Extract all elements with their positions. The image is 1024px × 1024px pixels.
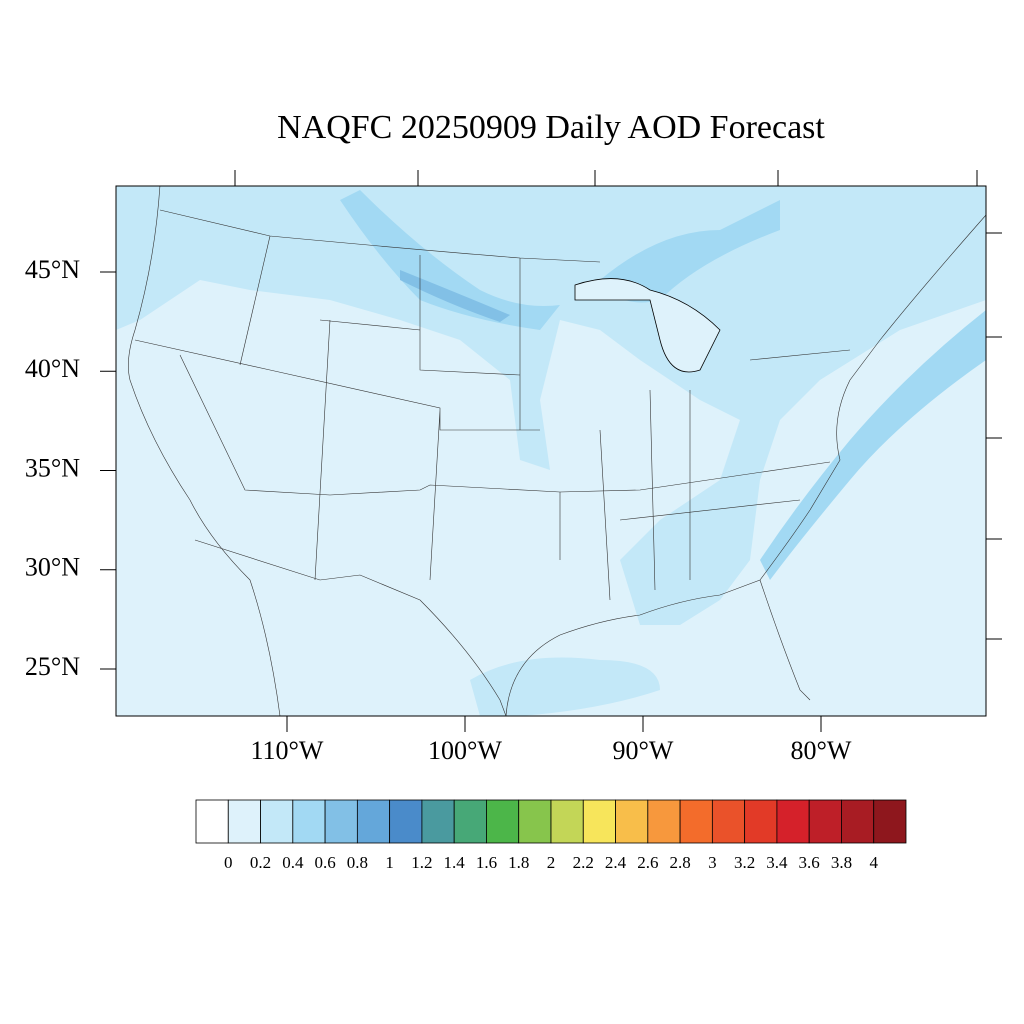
- colorbar-box: [808, 799, 842, 844]
- contour-band: [400, 270, 510, 322]
- colorbar-box: [711, 799, 746, 844]
- state-boundary: [134, 209, 851, 601]
- colorbar-label: 0.4: [282, 853, 304, 872]
- colorbar-label: 1.2: [411, 853, 432, 872]
- colorbar-box: [744, 799, 778, 844]
- colorbar: 0 0.2 0.4 0.6 0.8 1 1.2 1.4 1.6 1.8 2 2.2 2.4 2.6 2.8 3…: [195, 799, 907, 872]
- frame-ticks: [234, 170, 1002, 640]
- colorbar-box: [324, 799, 358, 844]
- colorbar-label: 4: [869, 853, 878, 872]
- colorbar-box: [550, 799, 584, 844]
- colorbar-label: 2.8: [669, 853, 690, 872]
- colorbar-label: 0.6: [314, 853, 335, 872]
- colorbar-label: 1.4: [444, 853, 466, 872]
- colorbar-label: 3.4: [766, 853, 788, 872]
- axes: 45°N 40°N 35°N 30°N 25°N 110°W 100°W 90°W 80°W: [25, 255, 852, 765]
- colorbar-label: 0: [224, 853, 233, 872]
- colorbar-box: [873, 799, 907, 844]
- colorbar-box: [227, 799, 261, 844]
- contour-band: [116, 186, 986, 625]
- colorbar-box: [776, 799, 810, 844]
- colorbar-box: [421, 799, 455, 844]
- great-lakes: [574, 278, 721, 373]
- contour-band: [760, 310, 986, 580]
- y-tick-label: 30°N: [25, 553, 80, 582]
- contour-band: [340, 190, 560, 330]
- colorbar-label: 1.8: [508, 853, 529, 872]
- colorbar-box: [582, 799, 616, 844]
- colorbar-box: [260, 799, 294, 844]
- y-tick-label: 40°N: [25, 354, 80, 383]
- contour-band: [600, 200, 780, 303]
- colorbar-label: 3.8: [831, 853, 852, 872]
- colorbar-box: [389, 799, 423, 844]
- y-tick-label: 45°N: [25, 255, 80, 284]
- title: NAQFC 20250909 Daily AOD Forecast: [277, 109, 825, 146]
- colorbar-box: [647, 799, 681, 844]
- y-tick-label: 25°N: [25, 652, 80, 681]
- map: [116, 186, 986, 716]
- x-tick-label: 90°W: [613, 736, 674, 765]
- colorbar-box: [518, 799, 552, 844]
- x-tick-label: 100°W: [428, 736, 502, 765]
- y-tick-label: 35°N: [25, 453, 80, 482]
- colorbar-label: 3.6: [799, 853, 820, 872]
- colorbar-label: 3.2: [734, 853, 755, 872]
- colorbar-box: [195, 799, 229, 844]
- colorbar-box: [615, 799, 649, 844]
- x-tick-label: 80°W: [791, 736, 852, 765]
- colorbar-box: [841, 799, 875, 844]
- contour-band: [470, 657, 660, 716]
- colorbar-label: 1.6: [476, 853, 497, 872]
- colorbar-label: 2.6: [637, 853, 658, 872]
- colorbar-label: 0.2: [250, 853, 271, 872]
- colorbar-label: 3: [708, 853, 717, 872]
- colorbar-label: 2.4: [605, 853, 627, 872]
- colorbar-label: 2.2: [573, 853, 594, 872]
- colorbar-box: [486, 799, 520, 844]
- map-frame: [115, 185, 987, 717]
- colorbar-box: [453, 799, 487, 844]
- x-tick-label: 110°W: [251, 736, 324, 765]
- colorbar-box: [292, 799, 326, 844]
- colorbar-box: [356, 799, 391, 844]
- colorbar-box: [679, 799, 713, 844]
- colorbar-label: 0.8: [347, 853, 368, 872]
- colorbar-label: 2: [547, 853, 556, 872]
- coastline: [128, 186, 986, 716]
- colorbar-label: 1: [385, 853, 394, 872]
